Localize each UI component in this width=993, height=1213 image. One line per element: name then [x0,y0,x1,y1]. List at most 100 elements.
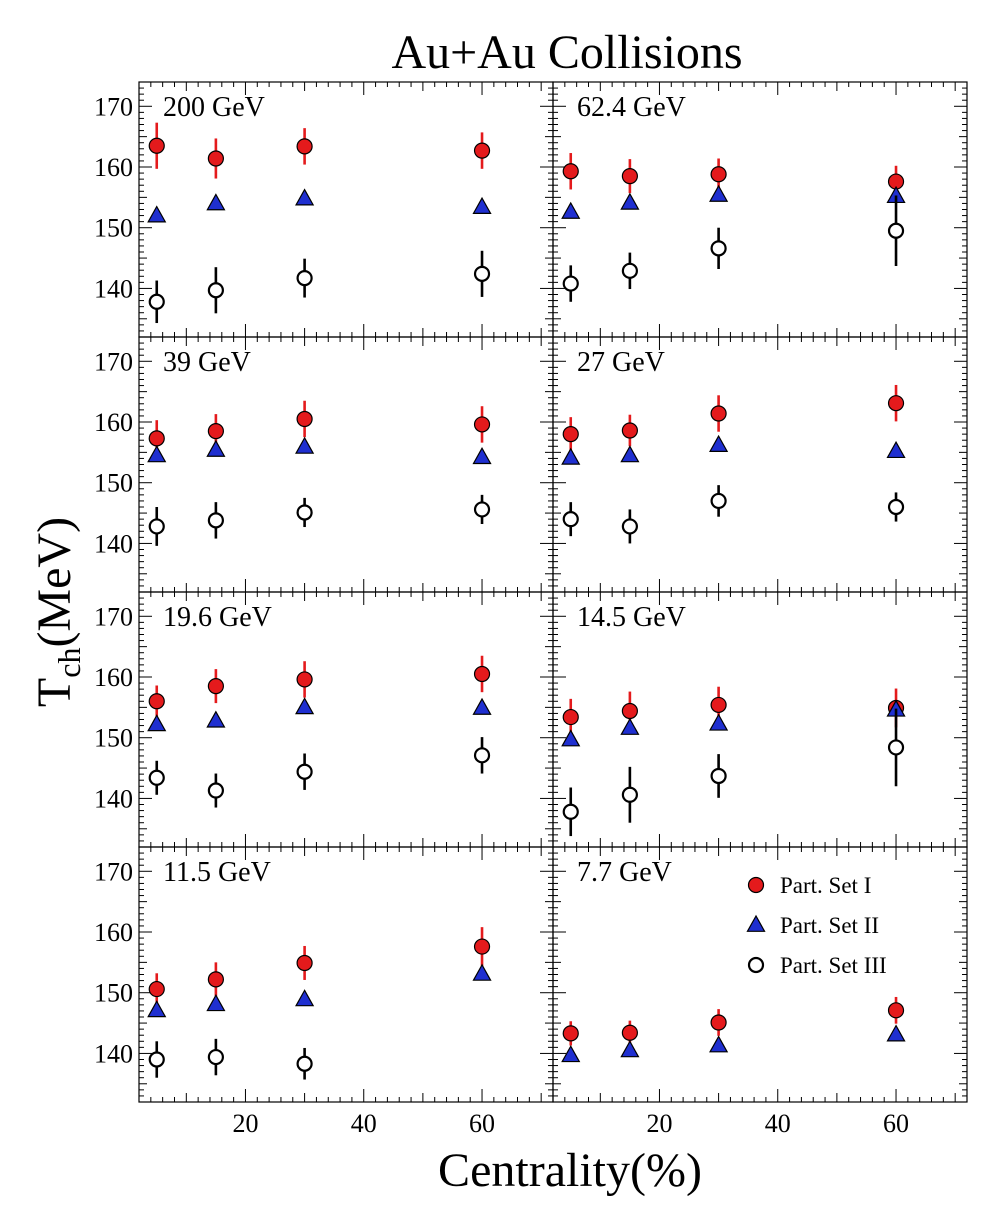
y-tick-label: 150 [94,724,133,753]
marker-set-ii [147,714,167,732]
chart-title: Au+Au Collisions [391,26,742,79]
y-tick-label: 150 [94,214,133,243]
marker-set-ii [561,729,581,747]
marker-set-i [710,696,727,714]
x-tick-label: 20 [646,1109,672,1138]
marker-set-i [562,1025,579,1042]
marker-set-i [148,693,165,710]
panel-19-6-gev: 140 150 160 170 19.6 GeV [94,591,554,848]
marker-set-i [473,665,491,683]
marker-set-iii [207,282,224,299]
marker-set-ii [561,1045,581,1063]
x-tick-label: 60 [469,1109,495,1138]
marker-set-i [148,137,165,154]
marker-set-i [473,416,491,433]
panel-label: 19.6 GeV [163,602,272,633]
marker-set-ii [295,989,315,1007]
panel-39-gev: 140 150 160 170 39 GeV [94,336,554,593]
x-tick-label: 40 [351,1109,377,1138]
legend-marker-set-iii [747,956,765,974]
marker-set-ii [886,1024,906,1042]
panel-label: 11.5 GeV [163,857,271,888]
y-axis-label-sub: ch [51,648,87,678]
marker-set-ii [709,434,729,452]
marker-set-iii [207,1048,224,1066]
marker-set-ii [886,440,906,459]
legend-marker-set-ii [746,914,766,932]
legend: Part. Set I Part. Set II Part. Set III [746,873,887,978]
panel-label: 39 GeV [163,347,251,378]
marker-set-i [710,405,727,422]
marker-set-iii [887,739,905,756]
legend-label: Part. Set I [780,873,871,898]
panel-14-5-gev: 14.5 GeV [552,591,968,848]
marker-set-ii [620,445,640,463]
marker-set-i [562,426,579,443]
marker-set-i [207,150,224,167]
marker-set-iii [148,769,165,786]
marker-set-ii [561,447,581,465]
marker-set-i [207,678,224,695]
marker-set-i [621,1024,638,1041]
marker-set-i [887,395,905,412]
marker-set-ii [295,436,315,454]
marker-set-i [296,954,313,972]
marker-set-i [621,168,638,185]
legend-label: Part. Set II [780,913,879,938]
marker-set-i [562,708,579,726]
marker-set-iii [473,501,491,518]
marker-set-iii [621,518,638,535]
marker-set-iii [296,1055,313,1072]
marker-set-ii [206,994,226,1012]
y-axis-label-unit: (MeV) [28,517,81,648]
panel-62-4-gev: 62.4 GeV [552,81,968,338]
marker-set-i [710,166,727,183]
marker-set-i [207,423,224,440]
y-tick-label: 140 [94,1039,133,1068]
y-tick-label: 170 [94,92,133,121]
x-tick-label: 60 [883,1109,909,1138]
marker-set-i [148,430,165,447]
marker-set-i [296,138,313,155]
y-axis-label: Tch(MeV) [28,517,87,707]
marker-set-iii [207,512,224,529]
marker-set-i [296,410,313,428]
y-tick-label: 150 [94,469,133,498]
marker-set-ii [709,184,729,202]
marker-set-iii [148,518,165,535]
marker-set-i [296,671,313,688]
marker-set-i [207,971,224,988]
marker-set-i [562,163,579,180]
panel-label: 62.4 GeV [577,92,686,123]
marker-set-i [473,142,491,159]
legend-label: Part. Set III [780,953,887,978]
marker-set-iii [296,763,313,780]
marker-set-iii [148,293,165,310]
marker-set-ii [147,1000,167,1018]
marker-set-ii [620,1040,640,1058]
y-tick-label: 160 [94,918,133,947]
marker-set-ii [472,963,492,981]
y-tick-label: 140 [94,274,133,303]
panel-11-5-gev: 140 150 160 170 20 40 60 11.5 GeV [94,846,554,1138]
marker-set-i [148,980,165,998]
marker-set-ii [206,193,226,211]
marker-set-iii [710,492,727,510]
marker-set-iii [296,504,313,521]
marker-set-ii [709,1035,729,1053]
y-tick-label: 160 [94,663,133,692]
y-tick-label: 170 [94,602,133,631]
marker-set-iii [473,747,491,764]
marker-set-ii [206,710,226,728]
marker-set-iii [710,767,727,785]
marker-set-iii [887,222,905,239]
marker-set-i [710,1014,727,1031]
panel-label: 200 GeV [163,92,265,123]
marker-set-ii [147,445,167,463]
y-tick-label: 140 [94,529,133,558]
panel-label: 7.7 GeV [577,857,672,888]
y-axis-label-main: T [28,678,81,707]
marker-set-iii [562,803,579,820]
